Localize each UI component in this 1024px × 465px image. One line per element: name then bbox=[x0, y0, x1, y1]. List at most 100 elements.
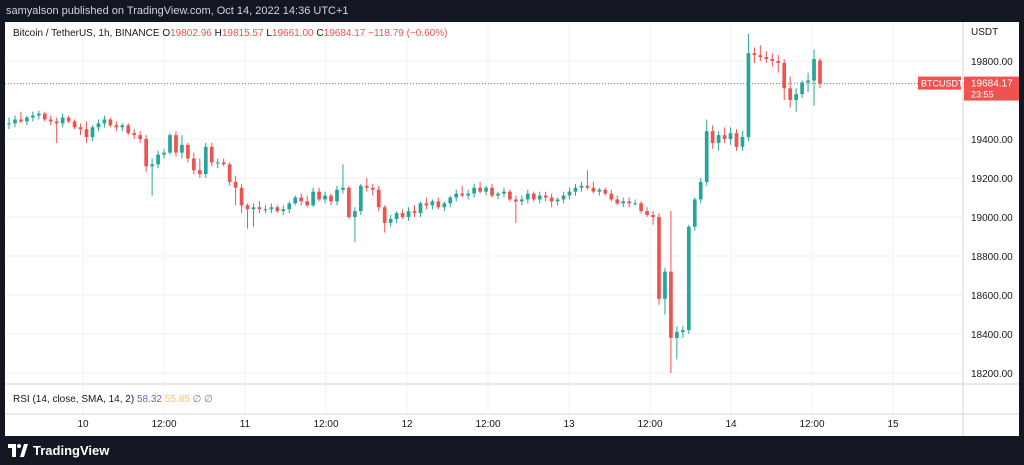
time-axis-tick: 12:00 bbox=[151, 419, 176, 430]
candle-body bbox=[138, 135, 143, 139]
chart-frame[interactable]: USDT 19800.00 19400.00 19200.00 19000.00 1880… bbox=[5, 22, 1019, 436]
candle-body bbox=[90, 127, 95, 138]
candle-body bbox=[508, 191, 512, 200]
candle-body bbox=[430, 201, 435, 206]
candle-body bbox=[72, 121, 77, 128]
symbol-title[interactable]: Bitcoin / TetherUS, 1h, BINANCE bbox=[13, 28, 160, 39]
candle-body bbox=[794, 94, 798, 100]
candle-body bbox=[233, 181, 238, 188]
price-axis-currency: USDT bbox=[971, 27, 998, 38]
candle-body bbox=[633, 203, 637, 205]
candle-body bbox=[770, 59, 775, 61]
candle-body bbox=[209, 146, 214, 163]
price-axis-tick: 19800.00 bbox=[971, 57, 1013, 68]
candle-body bbox=[245, 205, 250, 210]
open-label: O bbox=[162, 28, 171, 39]
candle-body bbox=[162, 152, 166, 155]
change-value: −118.79 (−0.60%) bbox=[368, 28, 448, 39]
candle-body bbox=[54, 121, 59, 124]
symbol-tag: BTCUSDT bbox=[921, 79, 964, 89]
candle-body bbox=[96, 123, 101, 128]
symbol-legend[interactable]: Bitcoin / TetherUS, 1h, BINANCE O19802.9… bbox=[13, 28, 447, 39]
candlestick-chart[interactable]: USDT 19800.00 19400.00 19200.00 19000.00 1880… bbox=[5, 22, 1019, 436]
price-axis-tick: 18200.00 bbox=[971, 369, 1013, 380]
candle-body bbox=[800, 82, 804, 95]
candle-body bbox=[734, 133, 739, 147]
candle-body bbox=[370, 187, 375, 190]
candle-body bbox=[323, 195, 327, 200]
candle-body bbox=[174, 135, 178, 153]
candle-body bbox=[126, 125, 131, 134]
candle-body bbox=[663, 271, 667, 299]
rsi-label[interactable]: RSI (14, close, SMA, 14, 2) bbox=[13, 394, 135, 405]
candle-body bbox=[275, 207, 280, 212]
tradingview-logo[interactable]: TradingView bbox=[8, 443, 109, 458]
time-axis-tick: 15 bbox=[887, 419, 899, 430]
candle-body bbox=[609, 193, 614, 200]
candle-body bbox=[472, 187, 476, 194]
candle-body bbox=[269, 207, 274, 210]
candle-body bbox=[716, 135, 721, 143]
candle-body bbox=[645, 211, 649, 216]
price-axis-tick: 19200.00 bbox=[971, 174, 1013, 185]
tradingview-icon bbox=[8, 444, 28, 457]
candle-body bbox=[579, 185, 584, 188]
candle-body bbox=[740, 137, 745, 147]
candle-body bbox=[597, 189, 602, 192]
axes: USDT 19800.00 19400.00 19200.00 19000.00 1880… bbox=[5, 22, 1019, 436]
close-label: C bbox=[316, 28, 324, 39]
price-axis-tick: 18400.00 bbox=[971, 330, 1013, 341]
candle-body bbox=[150, 164, 154, 167]
candle-body bbox=[555, 199, 560, 202]
candle-body bbox=[25, 117, 29, 122]
candle-body bbox=[114, 125, 119, 128]
candle-body bbox=[293, 197, 298, 204]
candle-body bbox=[490, 187, 494, 196]
candle-body bbox=[215, 162, 220, 164]
candle-body bbox=[353, 211, 357, 217]
price-axis-tick: 18800.00 bbox=[971, 252, 1013, 263]
candle-body bbox=[19, 119, 23, 122]
time-axis-tick: 11 bbox=[240, 419, 251, 430]
candle-body bbox=[603, 189, 608, 194]
candle-body bbox=[680, 330, 685, 333]
candle-body bbox=[639, 203, 643, 212]
candle-body bbox=[132, 133, 137, 136]
time-axis-tick: 10 bbox=[77, 419, 89, 430]
candle-body bbox=[400, 213, 405, 217]
candle-body bbox=[376, 189, 381, 208]
candle-body bbox=[257, 207, 262, 210]
candle-body bbox=[496, 193, 500, 196]
candle-body bbox=[728, 133, 733, 139]
candle-body bbox=[329, 195, 333, 202]
candle-body bbox=[478, 187, 482, 192]
candle-body bbox=[537, 195, 542, 200]
published-text: samyalson published on TradingView.com, … bbox=[6, 5, 349, 17]
candle-body bbox=[776, 61, 781, 63]
candle-body bbox=[460, 193, 465, 196]
candle-body bbox=[669, 271, 673, 338]
candle-body bbox=[627, 201, 632, 204]
candle-body bbox=[168, 135, 172, 153]
close-value: 19684.17 bbox=[323, 28, 366, 39]
low-label: L bbox=[266, 28, 272, 39]
candle-body bbox=[657, 217, 661, 299]
time-axis-tick: 12:00 bbox=[799, 419, 824, 430]
candle-body bbox=[120, 125, 125, 128]
candle-body bbox=[305, 201, 310, 206]
rsi-value: 58.32 bbox=[136, 394, 162, 405]
rsi-empty-1: ∅ bbox=[192, 394, 202, 405]
rsi-ma-value: 55.85 bbox=[164, 394, 190, 405]
candle-body bbox=[591, 187, 596, 192]
candle-body bbox=[818, 60, 822, 84]
rsi-legend[interactable]: RSI (14, close, SMA, 14, 2) 58.32 55.85 … bbox=[13, 394, 213, 405]
price-tag-value: 19684.17 bbox=[971, 79, 1013, 90]
candle-body bbox=[180, 144, 184, 153]
candle-body bbox=[704, 131, 709, 182]
candle-body bbox=[454, 193, 459, 198]
candle-body bbox=[78, 127, 83, 130]
candle-body bbox=[347, 187, 351, 217]
candle-body bbox=[66, 117, 71, 122]
candle-body bbox=[227, 164, 232, 182]
candle-body bbox=[221, 162, 226, 165]
